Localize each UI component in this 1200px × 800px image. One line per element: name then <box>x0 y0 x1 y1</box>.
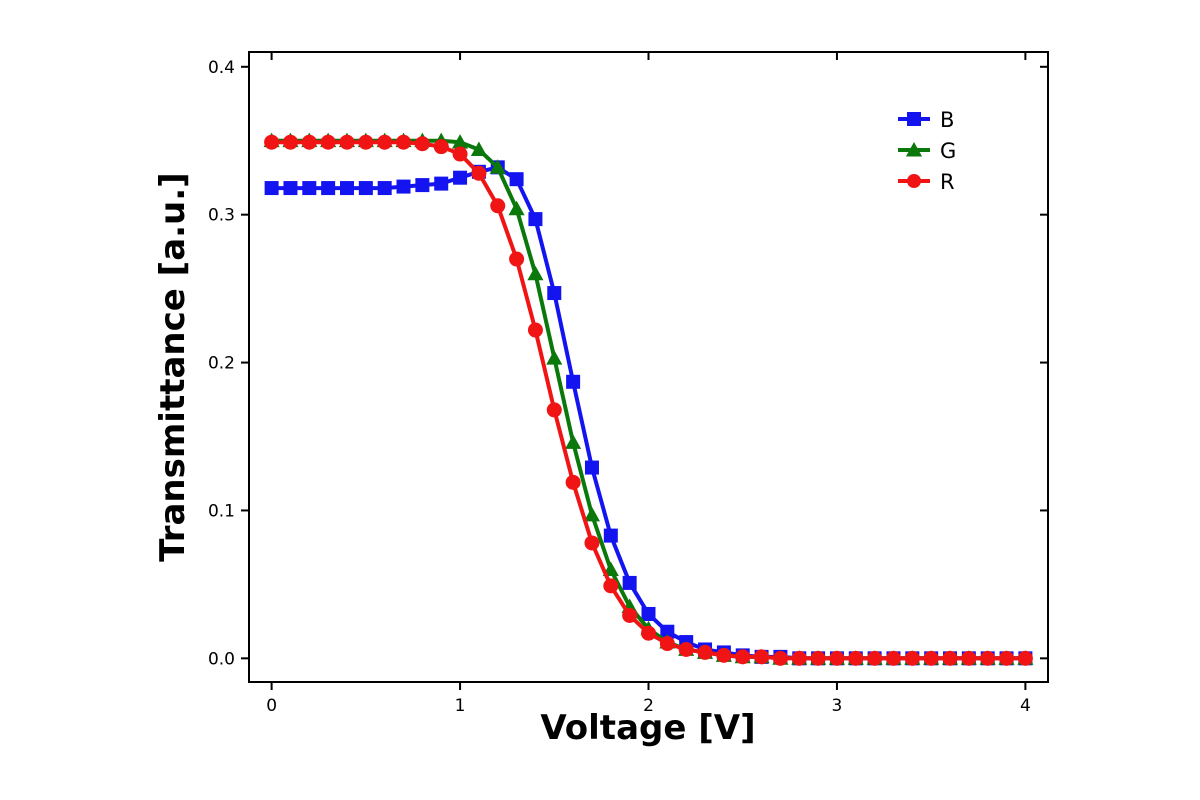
legend-marker-G <box>905 141 923 157</box>
data-point-R <box>509 251 525 267</box>
data-point-R <box>885 650 901 666</box>
data-point-R <box>565 474 581 490</box>
data-point-R <box>622 607 638 623</box>
data-point-B <box>377 181 392 196</box>
data-point-G <box>452 134 469 149</box>
y-tick-label: 0.0 <box>208 649 235 669</box>
series-layer <box>263 132 1034 666</box>
data-point-R <box>358 134 374 150</box>
x-tick-label: 1 <box>455 696 466 716</box>
data-point-R <box>999 650 1015 666</box>
data-point-R <box>584 535 600 551</box>
data-point-R <box>396 134 412 150</box>
data-point-B <box>283 181 298 196</box>
data-point-B <box>396 179 411 194</box>
data-point-R <box>904 650 920 666</box>
legend-marker-B <box>907 112 921 126</box>
data-point-B <box>509 172 524 187</box>
axis-ticks: 0 1 2 3 4 0.0 0.1 0.2 0.3 0.4 <box>208 52 1048 716</box>
data-point-R <box>678 641 694 657</box>
data-point-G <box>508 200 525 216</box>
series-R <box>264 134 1033 666</box>
data-point-R <box>320 134 336 150</box>
data-point-B <box>339 181 354 196</box>
data-point-R <box>301 134 317 150</box>
data-point-R <box>716 647 732 663</box>
data-point-R <box>414 136 430 152</box>
data-point-B <box>264 181 279 196</box>
data-point-R <box>527 322 543 338</box>
data-point-R <box>697 644 713 660</box>
x-tick-label: 0 <box>266 696 277 716</box>
data-point-B <box>434 176 449 191</box>
x-tick-label: 3 <box>832 696 843 716</box>
data-point-R <box>471 165 487 181</box>
y-tick-label: 0.2 <box>208 354 235 374</box>
data-point-R <box>264 134 280 150</box>
data-point-R <box>754 649 770 665</box>
x-tick-label: 2 <box>643 696 654 716</box>
series-line-G <box>271 138 1026 661</box>
data-point-R <box>452 146 468 162</box>
data-point-G <box>489 159 506 174</box>
data-point-R <box>433 139 449 155</box>
x-tick-label: 4 <box>1020 696 1031 716</box>
data-point-R <box>829 650 845 666</box>
legend: BGR <box>898 108 956 194</box>
data-point-B <box>415 178 430 193</box>
legend-label-R: R <box>940 170 955 194</box>
series-line-R <box>271 140 1026 661</box>
data-point-B <box>584 460 599 475</box>
data-point-B <box>358 181 373 196</box>
data-point-B <box>603 528 618 543</box>
data-point-R <box>339 134 355 150</box>
data-point-G <box>527 265 544 281</box>
data-point-B <box>453 170 468 185</box>
data-point-G <box>470 141 487 157</box>
data-point-B <box>528 212 543 227</box>
data-point-R <box>377 134 393 150</box>
data-point-R <box>942 650 958 666</box>
data-point-G <box>565 434 582 449</box>
data-point-B <box>641 606 656 621</box>
series-line-B <box>271 165 1026 661</box>
legend-marker-R <box>907 174 921 188</box>
series-G <box>263 132 1034 665</box>
data-point-R <box>546 402 562 418</box>
series-B <box>264 160 1033 666</box>
data-point-R <box>867 650 883 666</box>
data-point-R <box>772 650 788 666</box>
data-point-R <box>791 650 807 666</box>
data-point-B <box>660 624 675 639</box>
data-point-R <box>923 650 939 666</box>
y-axis-title: Transmittance [a.u.] <box>153 172 193 561</box>
data-point-G <box>583 506 601 522</box>
data-point-R <box>735 649 751 665</box>
data-point-R <box>980 650 996 666</box>
legend-label-B: B <box>940 108 954 132</box>
data-point-R <box>641 625 656 641</box>
data-point-B <box>547 286 562 301</box>
data-point-B <box>302 181 317 196</box>
legend-label-G: G <box>940 139 956 163</box>
data-point-B <box>566 374 581 389</box>
y-tick-label: 0.3 <box>208 206 235 226</box>
data-point-R <box>810 650 826 666</box>
data-point-B <box>321 181 336 196</box>
x-axis-title: Voltage [V] <box>540 708 755 748</box>
data-point-G <box>546 350 563 365</box>
data-point-R <box>490 198 506 214</box>
y-tick-label: 0.4 <box>208 58 235 78</box>
data-point-B <box>622 575 637 590</box>
data-point-R <box>659 636 675 652</box>
data-point-R <box>848 650 864 666</box>
y-tick-label: 0.1 <box>208 501 235 521</box>
data-point-R <box>282 134 298 150</box>
data-point-R <box>1017 650 1033 666</box>
data-point-R <box>961 650 977 666</box>
data-point-R <box>603 578 619 594</box>
